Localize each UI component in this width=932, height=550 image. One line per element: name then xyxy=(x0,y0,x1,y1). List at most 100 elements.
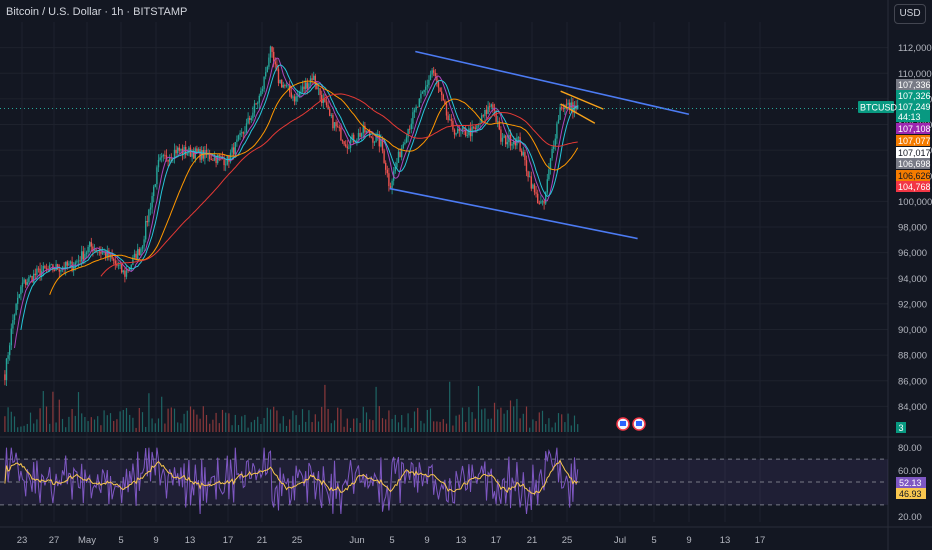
candle-body xyxy=(364,125,366,133)
volume-bar xyxy=(333,420,336,432)
volume-bar xyxy=(353,418,355,432)
volume-bar xyxy=(570,425,572,432)
volume-bar xyxy=(68,416,70,432)
price-label-text: 107,077 xyxy=(898,136,931,146)
volume-bar xyxy=(186,410,188,432)
volume-bar xyxy=(180,423,182,432)
candle-body xyxy=(549,158,552,170)
candle-body xyxy=(434,72,436,77)
candle-body xyxy=(199,149,201,160)
price-label-tag xyxy=(896,123,930,134)
candle-body xyxy=(418,98,420,108)
candle-body xyxy=(10,328,12,346)
candle-body xyxy=(127,270,129,272)
candle-body xyxy=(252,112,254,119)
volume-bar xyxy=(20,426,22,432)
volume-bar xyxy=(161,396,163,432)
candle-body xyxy=(287,85,289,87)
candle-body xyxy=(463,127,465,130)
candle-body xyxy=(113,258,115,261)
currency-button[interactable]: USD xyxy=(894,4,926,24)
x-tick-label: 9 xyxy=(153,535,158,546)
candle-body xyxy=(482,115,484,117)
volume-bar xyxy=(545,424,547,432)
ma-mid-line xyxy=(20,64,578,330)
x-tick-label: 9 xyxy=(686,535,691,546)
volume-bar xyxy=(7,407,9,432)
candle-body xyxy=(266,66,268,73)
volume-bar xyxy=(538,412,540,432)
candle-body xyxy=(12,320,14,329)
candle-body xyxy=(218,155,220,157)
candle-body xyxy=(501,137,504,142)
y-tick-label: 100,000 xyxy=(898,197,932,208)
channel-lower-line xyxy=(389,187,638,240)
candle-body xyxy=(316,84,318,90)
candle-body xyxy=(500,129,502,142)
y-tick-label: 92,000 xyxy=(898,299,927,310)
x-tick-label: 5 xyxy=(118,535,123,546)
volume-bar xyxy=(397,422,400,432)
candle-body xyxy=(237,135,240,140)
volume-bar xyxy=(209,423,211,432)
volume-bar xyxy=(535,421,537,432)
candle-body xyxy=(284,85,286,87)
volume-bar xyxy=(458,414,460,432)
candle-body xyxy=(300,91,302,94)
candle-body xyxy=(517,137,520,139)
x-tick-label: Jul xyxy=(614,535,626,546)
candle-body xyxy=(129,267,131,271)
candle-body xyxy=(100,251,102,254)
candle-body xyxy=(108,250,110,258)
candle-body xyxy=(135,253,137,260)
candle-body xyxy=(367,130,369,132)
candle-body xyxy=(148,209,150,223)
candle-body xyxy=(292,96,294,98)
candle-body xyxy=(178,147,180,151)
candle-body xyxy=(239,132,241,136)
volume-bar xyxy=(263,418,265,432)
price-label-tag xyxy=(896,147,930,158)
candle-body xyxy=(282,85,284,88)
candle-body xyxy=(525,160,528,172)
candle-body xyxy=(530,176,532,189)
candle-body xyxy=(29,276,32,278)
candle-body xyxy=(98,251,100,253)
volume-bar xyxy=(442,419,444,432)
volume-bar xyxy=(218,423,220,432)
candles xyxy=(4,45,579,386)
ma-slow-line xyxy=(49,80,579,295)
volume-bar xyxy=(429,408,432,432)
candle-body xyxy=(313,75,315,81)
candle-body xyxy=(410,123,412,129)
volume-bar xyxy=(26,423,28,432)
volume-bar xyxy=(477,386,480,432)
candle-body xyxy=(49,264,51,269)
volume-bar xyxy=(93,419,96,432)
candle-body xyxy=(423,89,425,93)
volume-bar xyxy=(513,406,515,432)
candle-body xyxy=(445,104,448,116)
x-tick-label: 21 xyxy=(527,535,538,546)
candle-body xyxy=(140,248,142,256)
y-tick-label: 112,000 xyxy=(898,43,932,54)
candle-body xyxy=(397,151,400,163)
candle-body xyxy=(399,151,401,158)
candle-body xyxy=(39,268,41,276)
candle-body xyxy=(79,260,81,262)
volume-bar xyxy=(573,415,576,432)
candle-body xyxy=(485,109,488,114)
volume-bar xyxy=(292,410,294,432)
volume-bar xyxy=(516,398,518,432)
candle-body xyxy=(519,137,521,151)
candle-body xyxy=(365,130,368,133)
volume-bar xyxy=(71,408,73,432)
wedge-lower-line xyxy=(560,103,596,124)
candle-body xyxy=(250,118,252,120)
candle-body xyxy=(213,156,216,161)
candle-body xyxy=(404,142,406,145)
candle-body xyxy=(295,96,297,102)
candle-body xyxy=(351,134,353,140)
candle-body xyxy=(348,147,350,149)
